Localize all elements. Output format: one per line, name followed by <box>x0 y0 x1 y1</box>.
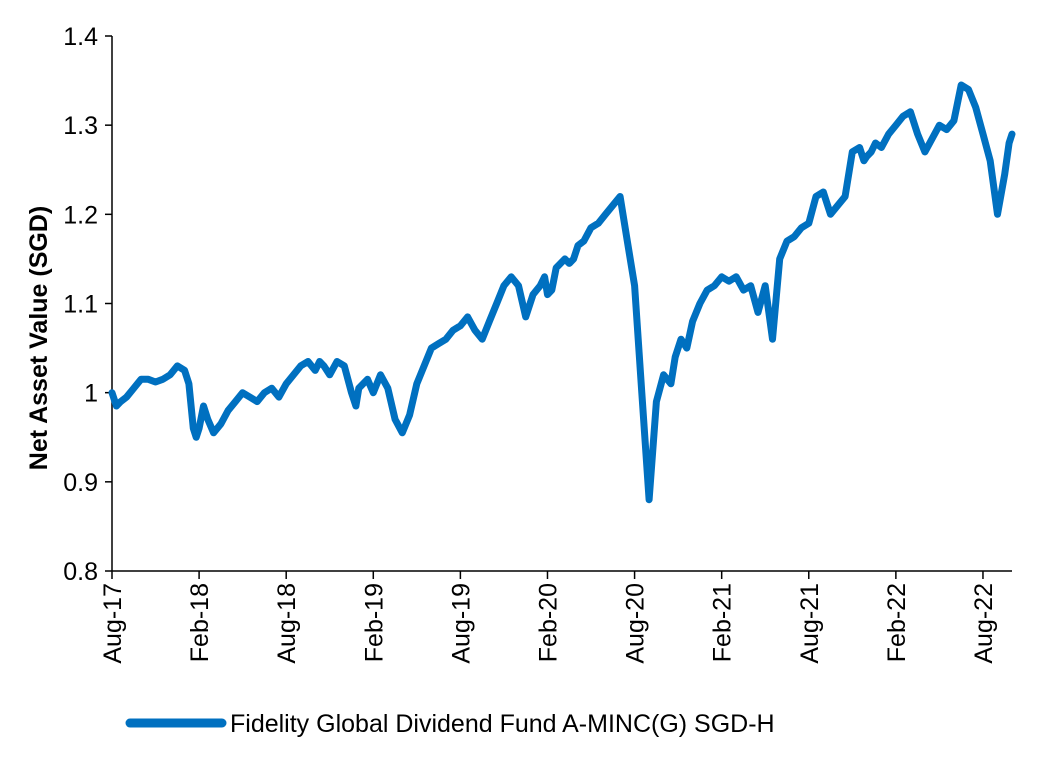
y-tick-label: 1 <box>84 380 98 408</box>
x-tick-label: Aug-18 <box>273 583 301 664</box>
legend-label: Fidelity Global Dividend Fund A-MINC(G) … <box>230 710 775 738</box>
x-tick-label: Feb-22 <box>883 583 911 662</box>
y-tick-label: 1.2 <box>63 201 98 229</box>
x-ticks: Aug-17 Feb-18 Aug-18 Feb-19 Aug-19 Feb-20 Aug-… <box>99 571 998 664</box>
legend: Fidelity Global Dividend Fund A-MINC(G) … <box>125 710 775 738</box>
x-tick-label: Aug-17 <box>99 583 127 664</box>
x-tick-label: Aug-21 <box>796 583 824 664</box>
x-tick-label: Feb-21 <box>709 583 737 662</box>
y-tick-label: 0.8 <box>63 558 98 586</box>
y-tick-label: 0.9 <box>63 469 98 497</box>
x-tick-label: Aug-19 <box>447 583 475 664</box>
x-tick-label: Aug-20 <box>622 583 650 664</box>
x-tick-label: Aug-22 <box>970 583 998 664</box>
series-layer <box>108 81 1016 504</box>
series-line-0 <box>108 81 1016 504</box>
y-ticks: 0.8 0.9 1 1.1 1.2 1.3 1.4 <box>63 23 112 586</box>
x-tick-label: Feb-19 <box>360 583 388 662</box>
y-tick-label: 1.4 <box>63 23 98 51</box>
y-axis-title: Net Asset Value (SGD) <box>25 206 53 470</box>
y-tick-label: 1.1 <box>63 291 98 319</box>
y-tick-label: 1.3 <box>63 112 98 140</box>
axes <box>111 36 1012 572</box>
x-tick-label: Feb-18 <box>186 583 214 662</box>
x-tick-label: Feb-20 <box>534 583 562 662</box>
